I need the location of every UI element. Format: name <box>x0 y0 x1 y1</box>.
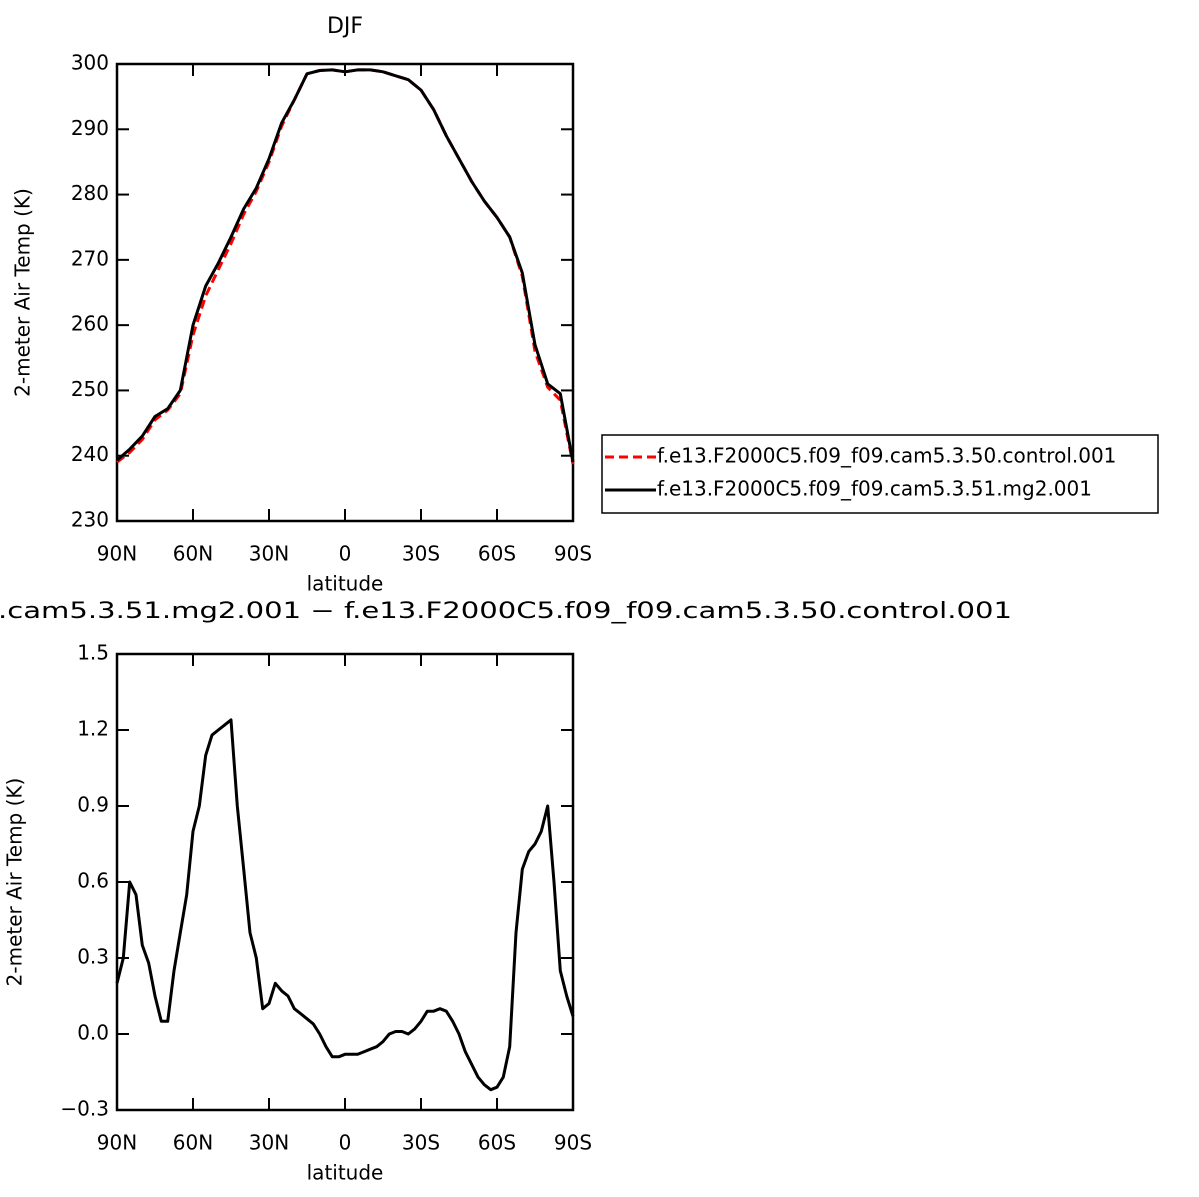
y-tick-label: 230 <box>71 508 109 532</box>
data-line <box>115 718 575 1092</box>
y-tick-label: 270 <box>71 246 109 270</box>
data-line <box>116 68 575 465</box>
legend-label: f.e13.F2000C5.f09_f09.cam5.3.50.control.… <box>657 444 1116 468</box>
y-tick-label: 0.3 <box>77 945 109 969</box>
x-tick-label: 60S <box>478 1131 516 1155</box>
legend-label: f.e13.F2000C5.f09_f09.cam5.3.51.mg2.001 <box>657 477 1092 501</box>
y-tick-label: 0.9 <box>77 793 109 817</box>
x-tick-label: 60N <box>173 542 213 566</box>
legend-box <box>601 434 1159 514</box>
x-tick-label: 30N <box>249 542 289 566</box>
y-tick-label: −0.3 <box>60 1097 109 1121</box>
x-tick-label: 30N <box>249 1131 289 1155</box>
y-tick-label: 240 <box>71 442 109 466</box>
x-tick-label: 90N <box>97 1131 137 1155</box>
y-tick-label: 0.6 <box>77 869 109 893</box>
x-tick-label: 90S <box>554 1131 592 1155</box>
y-tick-label: 1.5 <box>77 641 109 665</box>
y-tick-label: 1.2 <box>77 717 109 741</box>
x-tick-label: 90N <box>97 542 137 566</box>
plot-frame <box>115 652 575 1112</box>
x-axis-label: latitude <box>307 572 384 596</box>
y-axis-label: 2-meter Air Temp (K) <box>11 188 35 397</box>
data-line <box>116 68 575 463</box>
x-tick-label: 30S <box>402 1131 440 1155</box>
y-tick-label: 280 <box>71 181 109 205</box>
y-tick-label: 300 <box>71 51 109 75</box>
x-tick-label: 0 <box>339 1131 352 1155</box>
x-tick-label: 60S <box>478 542 516 566</box>
x-tick-label: 0 <box>339 542 352 566</box>
x-axis-label: latitude <box>307 1161 384 1185</box>
y-tick-label: 260 <box>71 312 109 336</box>
y-axis-label: 2-meter Air Temp (K) <box>3 778 27 987</box>
plot-frame <box>115 62 575 523</box>
x-tick-label: 60N <box>173 1131 213 1155</box>
y-tick-label: 290 <box>71 116 109 140</box>
y-tick-label: 250 <box>71 377 109 401</box>
chart-title: .cam5.3.51.mg2.001 − f.e13.F2000C5.f09_f… <box>0 599 1012 624</box>
x-tick-label: 90S <box>554 542 592 566</box>
x-tick-label: 30S <box>402 542 440 566</box>
chart-title: DJF <box>327 14 363 39</box>
y-tick-label: 0.0 <box>77 1021 109 1045</box>
